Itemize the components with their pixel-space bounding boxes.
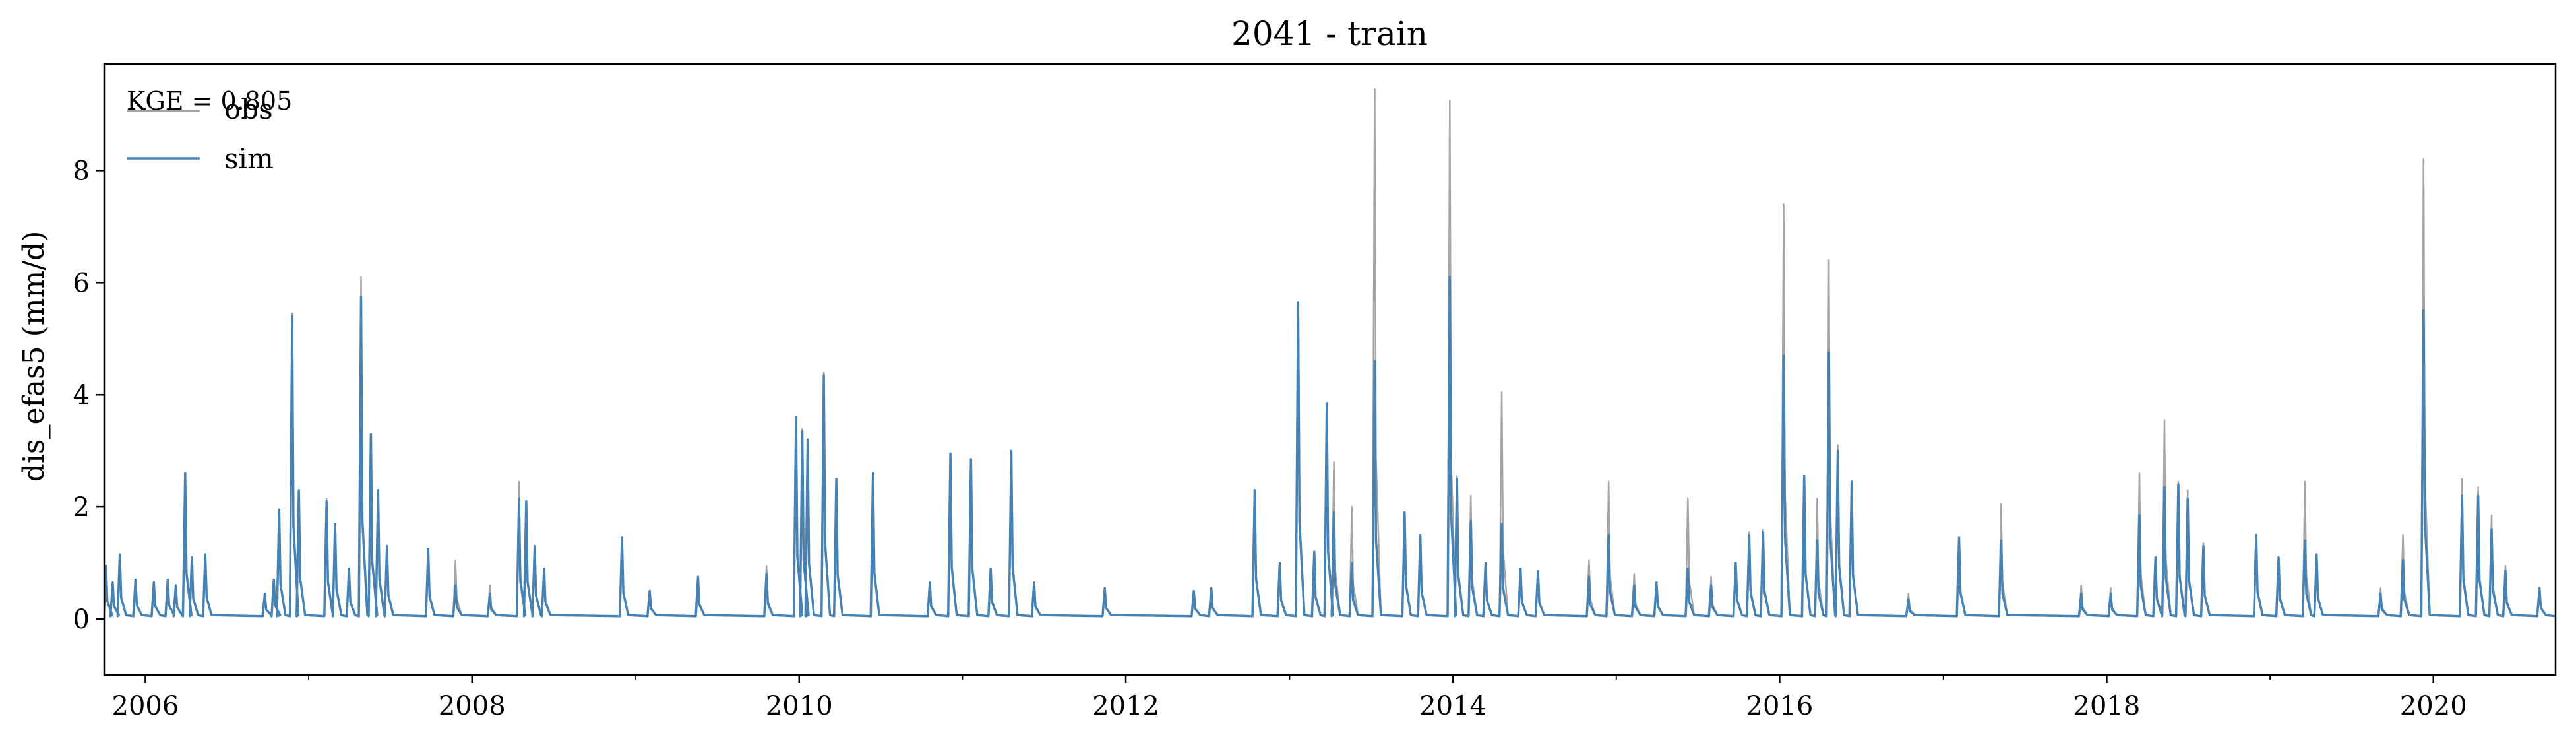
y-axis: 0 2 4 6 8 bbox=[73, 156, 104, 635]
series-line-sim bbox=[104, 276, 2556, 618]
x-tick-label: 2010 bbox=[766, 691, 833, 721]
y-axis-title: dis_efas5 (mm/d) bbox=[17, 231, 51, 482]
y-tick-label: 4 bbox=[73, 380, 90, 410]
series-group bbox=[104, 88, 2556, 618]
y-tick-label: 0 bbox=[73, 604, 90, 635]
x-tick-label: 2012 bbox=[1092, 691, 1159, 721]
x-tick-label: 2006 bbox=[112, 691, 179, 721]
legend-sim-label: sim bbox=[224, 143, 274, 175]
x-tick-label: 2018 bbox=[2073, 691, 2141, 721]
x-tick-label: 2016 bbox=[1746, 691, 1814, 721]
legend-obs-label: obs bbox=[224, 93, 273, 125]
plot-frame bbox=[103, 63, 2557, 676]
x-tick-label: 2014 bbox=[1419, 691, 1487, 721]
x-tick-label: 2020 bbox=[2400, 691, 2467, 721]
legend: KGE = 0.805 obs sim bbox=[127, 86, 292, 175]
x-axis: 2006 2008 2010 2012 2014 2016 2018 2020 bbox=[112, 675, 2467, 721]
x-tick-label: 2008 bbox=[439, 691, 506, 721]
y-tick-label: 2 bbox=[73, 492, 90, 523]
y-tick-label: 8 bbox=[73, 156, 90, 186]
y-tick-label: 6 bbox=[73, 268, 90, 298]
plot-area bbox=[103, 63, 2557, 676]
chart-title: 2041 - train bbox=[1231, 15, 1428, 53]
